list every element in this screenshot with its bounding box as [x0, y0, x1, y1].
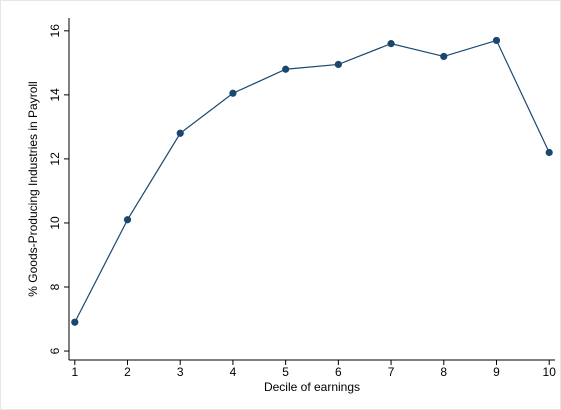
x-tick-label: 8: [440, 365, 447, 379]
x-axis-label: Decile of earnings: [264, 380, 360, 394]
x-tick-label: 10: [543, 365, 557, 379]
y-tick-label: 12: [48, 152, 62, 166]
x-tick-label: 4: [230, 365, 237, 379]
data-point: [334, 60, 342, 69]
data-point: [123, 216, 132, 224]
data-point: [492, 36, 501, 45]
data-point: [176, 129, 184, 137]
y-tick-label: 10: [48, 216, 62, 230]
data-point: [71, 318, 79, 326]
y-tick-label: 14: [48, 88, 62, 102]
x-tick-label: 5: [282, 365, 289, 379]
data-point: [229, 89, 237, 97]
data-line: [74, 39, 550, 323]
x-tick-label: 6: [335, 365, 342, 379]
x-tick-label: 2: [124, 365, 131, 379]
y-tick-label: 6: [48, 347, 62, 354]
x-tick-label: 1: [71, 365, 78, 379]
x-tick-label: 3: [177, 365, 184, 379]
x-tick-label: 7: [388, 365, 395, 379]
y-tick-label: 16: [48, 24, 62, 38]
data-point: [282, 65, 290, 73]
x-tick-label: 9: [493, 365, 500, 379]
data-point: [440, 52, 448, 61]
data-point: [545, 148, 553, 157]
data-point: [387, 40, 395, 48]
y-tick-label: 8: [48, 283, 62, 290]
y-axis-label: % Goods-Producing Industries in Payroll: [26, 81, 40, 296]
